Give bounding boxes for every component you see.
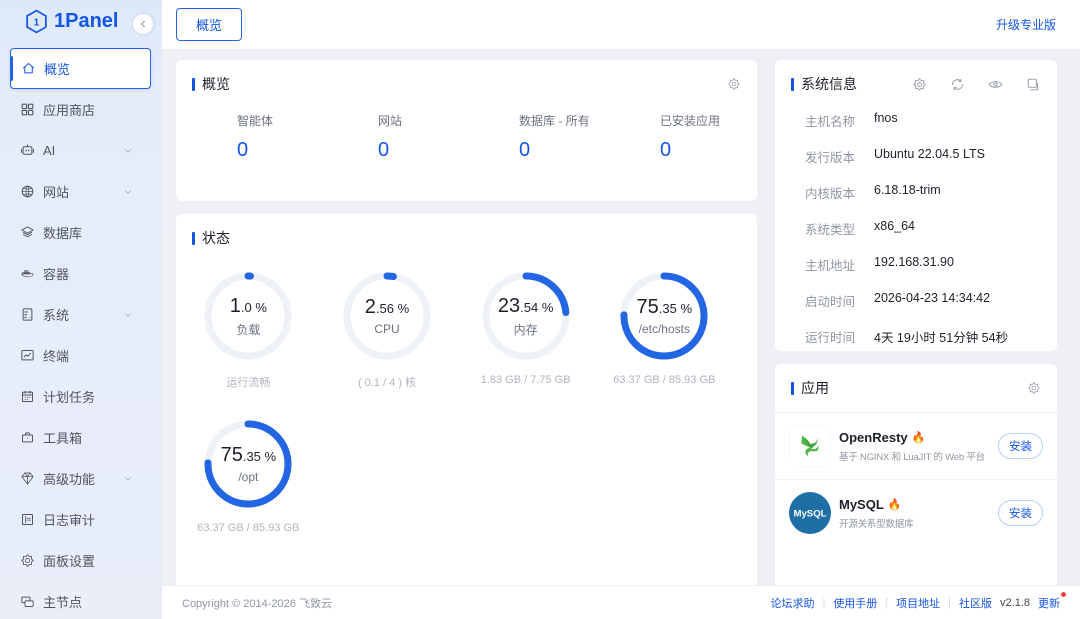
- svg-text:1: 1: [34, 17, 40, 28]
- svg-text:MySQL: MySQL: [793, 509, 826, 520]
